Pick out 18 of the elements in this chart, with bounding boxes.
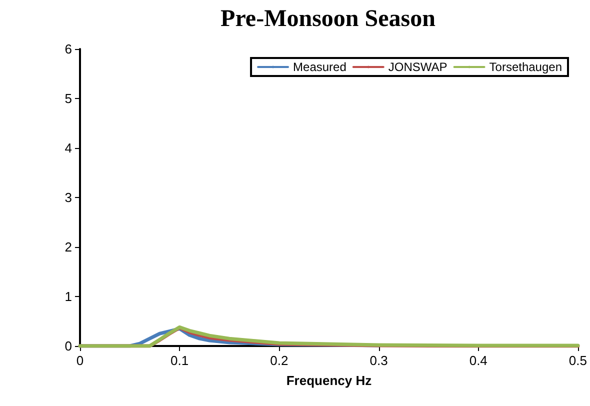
x-tick-label: 0.3 (370, 353, 388, 368)
y-tick-label: 5 (64, 91, 72, 106)
legend-label: Measured (293, 60, 346, 74)
y-tick-label: 4 (64, 140, 72, 156)
y-tick-label: 6 (64, 42, 72, 56)
x-axis-title: Frequency Hz (286, 373, 372, 388)
x-tick-label: 0.2 (270, 353, 288, 368)
y-tick-label: 3 (64, 190, 72, 205)
x-tick-label: 0.4 (469, 353, 488, 368)
x-tick-label: 0.5 (568, 353, 588, 368)
x-tick-label: 0 (76, 353, 84, 368)
y-tick-label: 2 (64, 240, 72, 254)
legend-label: JONSWAP (388, 60, 448, 74)
chart-title: Pre-Monsoon Season (220, 6, 436, 32)
y-tick-label: 1 (64, 289, 72, 304)
legend-label: Torsethaugen (489, 60, 562, 74)
y-tick-label: 0 (64, 338, 72, 354)
x-tick-label: 0.1 (170, 353, 189, 368)
